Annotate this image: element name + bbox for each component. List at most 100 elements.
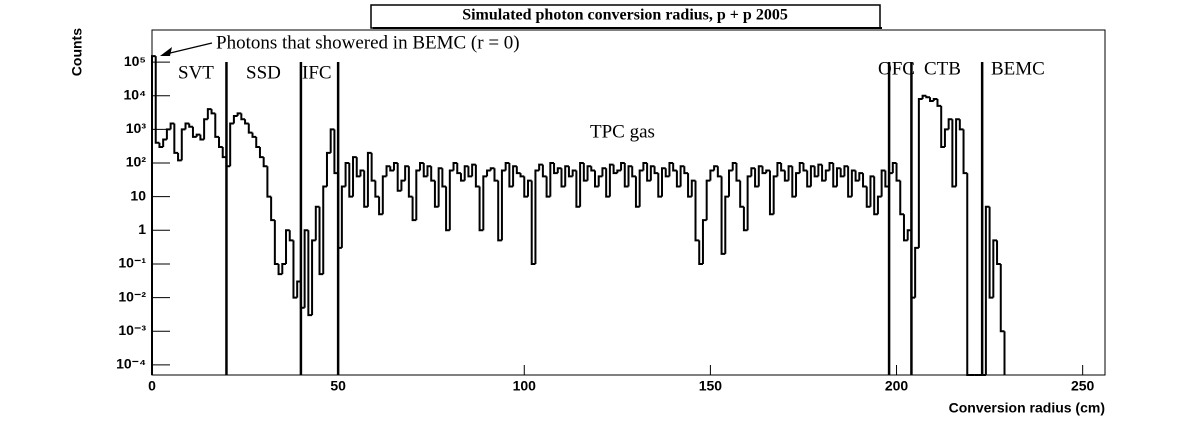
histogram-bin bbox=[616, 169, 622, 174]
histogram-bin bbox=[314, 205, 320, 241]
histogram-bin bbox=[169, 122, 175, 130]
histogram-bin bbox=[705, 179, 711, 221]
histogram-bin bbox=[329, 128, 335, 153]
histogram-bin bbox=[456, 163, 461, 175]
histogram-bin bbox=[173, 123, 179, 154]
y-tick-label: 10⁵ bbox=[124, 53, 146, 69]
histogram-bin bbox=[832, 163, 837, 188]
histogram-bin bbox=[285, 229, 290, 264]
histogram-bin bbox=[195, 133, 201, 137]
histogram-bin bbox=[203, 118, 208, 140]
histogram-bin bbox=[177, 152, 182, 162]
histogram-bin bbox=[590, 166, 595, 172]
histogram-bin bbox=[232, 114, 238, 124]
histogram-bin bbox=[947, 118, 953, 130]
histogram-bin bbox=[571, 169, 577, 177]
histogram-bin bbox=[359, 169, 365, 177]
histogram-bin bbox=[206, 108, 212, 120]
histogram-bin bbox=[214, 113, 220, 138]
histogram-bin bbox=[162, 138, 167, 147]
histogram-bin bbox=[463, 165, 469, 181]
histogram-bin bbox=[340, 185, 346, 248]
x-axis-label: Conversion radius (cm) bbox=[949, 400, 1105, 416]
histogram-bin bbox=[474, 164, 480, 188]
histogram-bin bbox=[478, 186, 484, 232]
histogram-bin bbox=[553, 163, 558, 175]
histogram-bin bbox=[850, 169, 856, 197]
histogram-bin bbox=[809, 165, 815, 187]
histogram-bin bbox=[582, 163, 588, 182]
histogram-bin bbox=[348, 163, 354, 198]
histogram-bin bbox=[728, 169, 733, 197]
histogram-bin bbox=[538, 163, 543, 171]
histogram-bin bbox=[605, 168, 610, 198]
histogram-bin bbox=[847, 166, 852, 198]
histogram-bin bbox=[400, 179, 406, 191]
histogram-bin bbox=[567, 166, 573, 178]
histogram-bin bbox=[519, 173, 525, 178]
histogram-bin bbox=[270, 196, 275, 222]
histogram-bin bbox=[244, 119, 249, 125]
y-tick-label: 10⁻² bbox=[118, 288, 146, 304]
title-shadow bbox=[373, 27, 882, 29]
histogram-bin bbox=[999, 263, 1005, 333]
histogram-bin bbox=[862, 173, 867, 188]
histogram-bin bbox=[404, 165, 409, 181]
histogram-bin bbox=[355, 157, 361, 178]
histogram-bin bbox=[344, 162, 350, 187]
plot-frame bbox=[151, 29, 1106, 376]
annotation: IFC bbox=[302, 62, 332, 83]
histogram-bin bbox=[288, 230, 294, 242]
histogram-bin bbox=[724, 195, 730, 254]
histogram-bin bbox=[943, 128, 949, 147]
histogram-bin bbox=[694, 180, 700, 242]
histogram-bin bbox=[526, 179, 532, 197]
histogram-bin bbox=[448, 169, 454, 231]
annotation: SSD bbox=[246, 62, 281, 83]
histogram-bin bbox=[672, 163, 677, 172]
histogram-bin bbox=[303, 229, 309, 308]
histogram-bin bbox=[899, 180, 904, 216]
histogram-bin bbox=[586, 165, 592, 181]
annotation: BEMC bbox=[991, 58, 1045, 79]
histogram-bin bbox=[795, 172, 800, 197]
histogram-bin bbox=[381, 175, 387, 215]
histogram-bin bbox=[597, 175, 603, 187]
histogram-bin bbox=[661, 167, 666, 197]
y-axis-label: Counts bbox=[69, 28, 85, 76]
histogram-bin bbox=[541, 164, 547, 178]
histogram-bin bbox=[396, 163, 402, 192]
histogram-bin bbox=[627, 165, 633, 187]
y-tick-label: 10⁻⁴ bbox=[116, 356, 146, 372]
histogram-bin bbox=[865, 186, 871, 208]
histogram-bin bbox=[500, 169, 506, 241]
histogram-bin bbox=[240, 113, 246, 121]
histogram-bin bbox=[787, 165, 793, 181]
y-tick-label: 10² bbox=[126, 154, 147, 170]
histogram-bin bbox=[768, 170, 774, 216]
histogram-bin bbox=[452, 162, 458, 171]
histogram-bin bbox=[709, 169, 715, 181]
histogram-bin bbox=[824, 169, 830, 181]
y-tick-label: 10⁴ bbox=[124, 86, 147, 102]
x-tick-label: 100 bbox=[513, 378, 537, 394]
annotation-arrow bbox=[165, 42, 213, 55]
histogram-bin bbox=[549, 162, 555, 197]
histogram-bin bbox=[415, 169, 421, 221]
histogram-bin bbox=[236, 112, 242, 116]
histogram-bin bbox=[761, 166, 767, 175]
histogram-bin bbox=[515, 166, 521, 175]
histogram-bin bbox=[742, 206, 748, 232]
histogram-bin bbox=[843, 165, 849, 177]
histogram-bin bbox=[739, 180, 744, 208]
histogram-bin bbox=[612, 164, 618, 175]
histogram-bin bbox=[318, 206, 324, 276]
histogram-bin bbox=[266, 166, 272, 198]
histogram-bin bbox=[374, 180, 380, 198]
histogram-bin bbox=[750, 167, 756, 177]
histogram-bin bbox=[258, 146, 264, 159]
y-tick-label: 10 bbox=[130, 187, 146, 203]
histogram-bin bbox=[422, 163, 428, 178]
y-tick-label: 10³ bbox=[126, 120, 147, 136]
histogram-bin bbox=[437, 167, 443, 207]
